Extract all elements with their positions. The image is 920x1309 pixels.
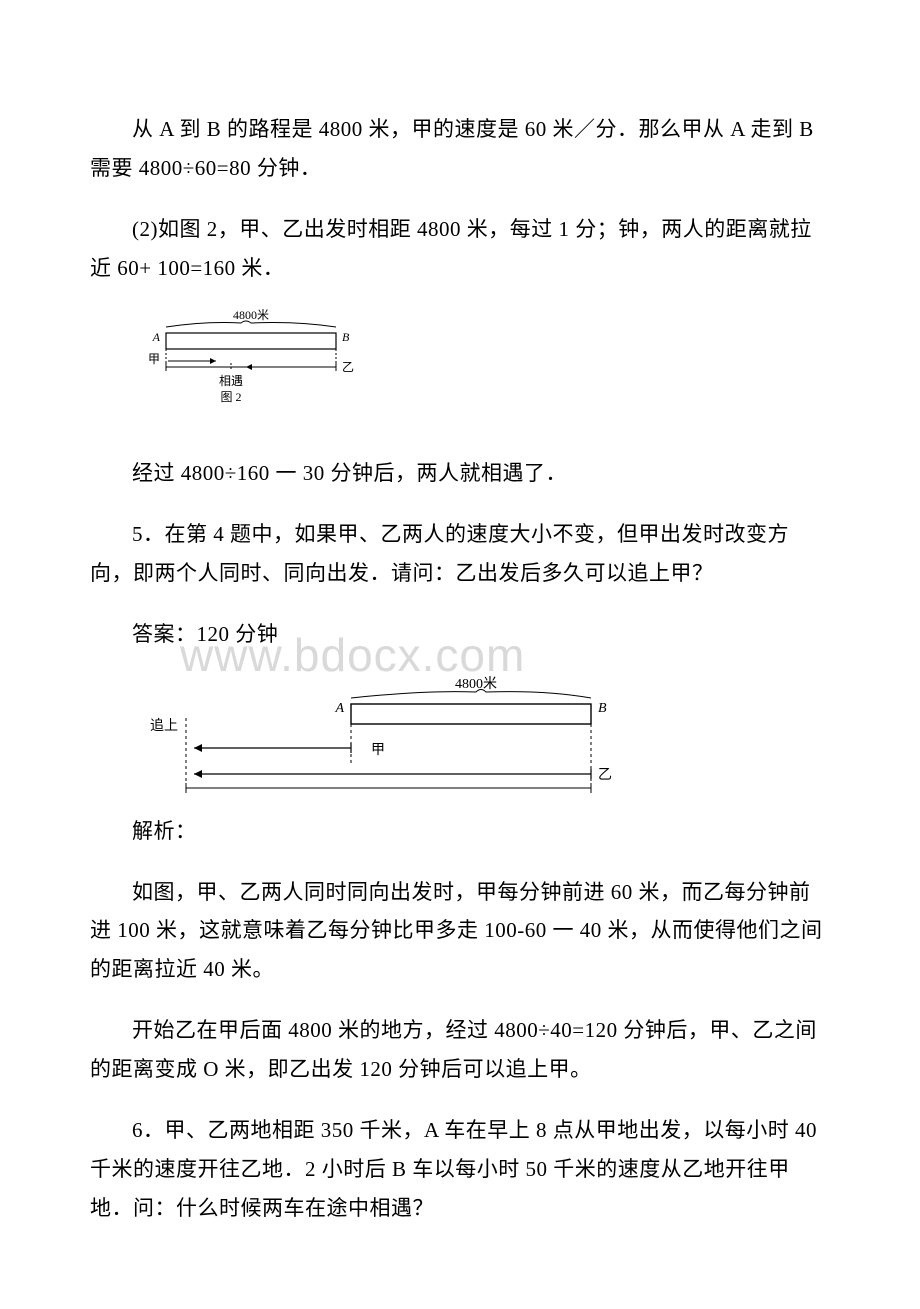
distance-label-2: 4800米 — [233, 309, 269, 322]
paragraph-8: 开始乙在甲后面 4800 米的地方，经过 4800÷40=120 分钟后，甲、乙… — [90, 1011, 830, 1089]
paragraph-4: 5．在第 4 题中，如果甲、乙两人的速度大小不变，但甲出发时改变方向，即两个人同… — [90, 515, 830, 593]
paragraph-9: 6．甲、乙两地相距 350 千米，A 车在早上 8 点从甲地出发，以每小时 40… — [90, 1111, 830, 1228]
paragraph-1: 从 A 到 B 的路程是 4800 米，甲的速度是 60 米／分．那么甲从 A … — [90, 110, 830, 188]
label-meet-2: 相遇 — [219, 374, 243, 388]
label-jia-2: 甲 — [148, 352, 160, 366]
paragraph-3: 经过 4800÷160 一 30 分钟后，两人就相遇了． — [90, 454, 830, 493]
paragraph-7: 如图，甲、乙两人同时同向出发时，甲每分钟前进 60 米，而乙每分钟前进 100 … — [90, 873, 830, 990]
paragraph-2: (2)如图 2，甲、乙出发时相距 4800 米，每过 1 分；钟，两人的距离就拉… — [90, 210, 830, 288]
label-B-3: B — [598, 701, 607, 716]
paragraph-5: 答案：120 分钟 — [90, 615, 830, 654]
label-A-3: A — [334, 701, 344, 716]
label-catch-3: 追上 — [150, 718, 178, 734]
label-yi-2: 乙 — [342, 360, 354, 374]
label-yi-3: 乙 — [598, 767, 612, 783]
distance-label-3: 4800米 — [455, 676, 497, 692]
paragraph-6: 解析： — [90, 812, 830, 851]
label-A-2: A — [152, 330, 161, 344]
label-B-2: B — [342, 330, 350, 344]
diagram-3: 4800米 A B 追上 甲 乙 — [146, 676, 830, 806]
diagram-2: 4800米 A B 甲 乙 相遇 图 2 — [146, 309, 830, 414]
label-jia-3: 甲 — [371, 743, 385, 758]
caption-2: 图 2 — [220, 390, 241, 404]
document-page: 从 A 到 B 的路程是 4800 米，甲的速度是 60 米／分．那么甲从 A … — [0, 0, 920, 1309]
